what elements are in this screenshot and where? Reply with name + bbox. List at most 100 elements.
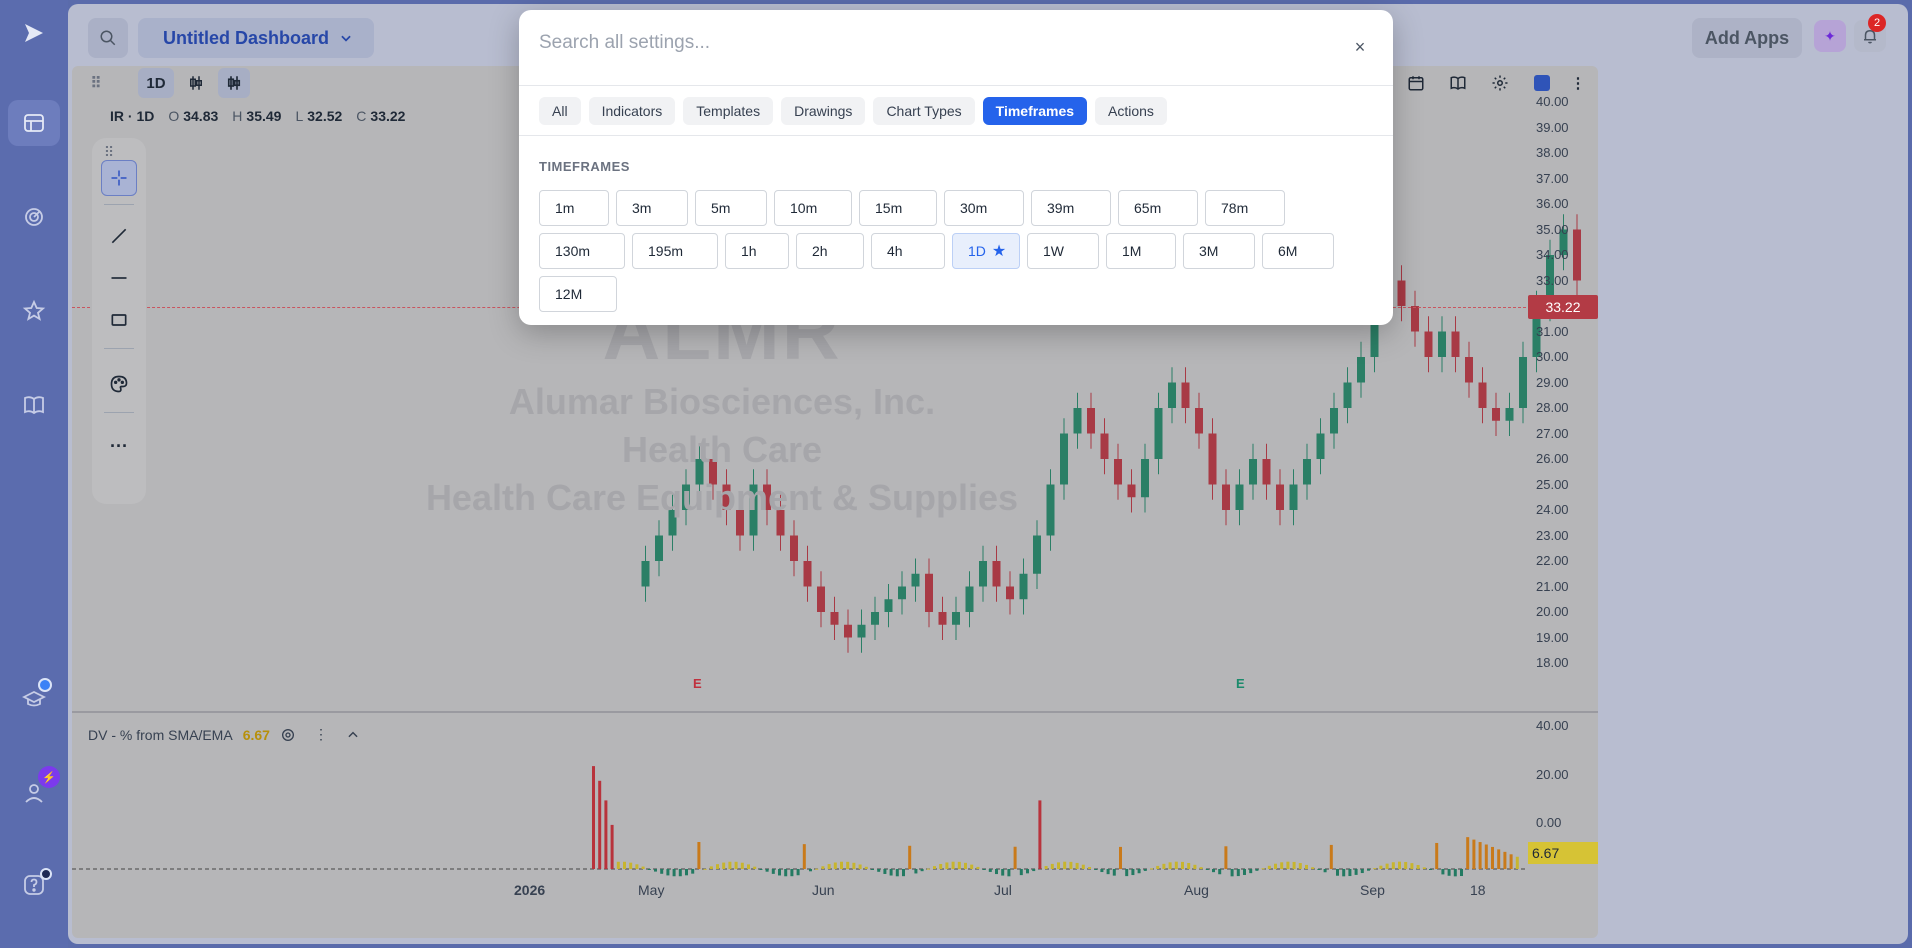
chevron-up-icon[interactable] bbox=[346, 728, 360, 742]
timeframe-button-10m[interactable]: 10m bbox=[774, 190, 852, 226]
price-tick: 25.00 bbox=[1536, 476, 1569, 492]
dashboard-app: Untitled Dashboard Add Apps ✦ 2 ⠿ 1D bbox=[68, 4, 1908, 944]
tab-chart-types[interactable]: Chart Types bbox=[873, 97, 975, 125]
timeframe-label: 1M bbox=[1122, 243, 1142, 259]
timeframe-button-1W[interactable]: 1W bbox=[1027, 233, 1099, 269]
timeframe-button-195m[interactable]: 195m bbox=[632, 233, 718, 269]
indicator-bar bbox=[1193, 864, 1197, 869]
price-axis[interactable]: 40.00 39.00 38.00 37.00 36.00 35.00 34.00 33.00… bbox=[1526, 94, 1598, 674]
more-vertical-icon[interactable]: ⋮ bbox=[1570, 75, 1586, 92]
timeframe-button-3m[interactable]: 3m bbox=[616, 190, 688, 226]
indicator-axis[interactable]: 40.00 20.00 0.00 bbox=[1526, 714, 1598, 874]
more-tools-icon[interactable]: ··· bbox=[110, 435, 128, 456]
timeframe-button-15m[interactable]: 15m bbox=[859, 190, 937, 226]
indicator-settings-icon[interactable] bbox=[280, 727, 296, 743]
tab-indicators[interactable]: Indicators bbox=[588, 97, 676, 125]
timeframe-button-6M[interactable]: 6M bbox=[1262, 233, 1334, 269]
candle-body bbox=[1168, 382, 1176, 408]
palette-tool[interactable] bbox=[101, 366, 137, 402]
chart-canvas[interactable] bbox=[72, 66, 1598, 938]
horizontal-line-tool[interactable] bbox=[101, 260, 137, 296]
settings-search-input[interactable] bbox=[539, 30, 1319, 56]
earnings-marker[interactable]: E bbox=[1236, 676, 1245, 691]
indicator-tick: 0.00 bbox=[1536, 815, 1562, 830]
search-button[interactable] bbox=[88, 18, 128, 58]
trend-line-tool[interactable] bbox=[101, 218, 137, 254]
timeframe-button-2h[interactable]: 2h bbox=[796, 233, 864, 269]
pane-divider[interactable] bbox=[72, 711, 1598, 713]
crosshair-tool[interactable] bbox=[101, 160, 137, 196]
tab-timeframes[interactable]: Timeframes bbox=[982, 97, 1088, 125]
dashboard-title-dropdown[interactable]: Untitled Dashboard bbox=[138, 18, 374, 58]
tab-all[interactable]: All bbox=[539, 97, 581, 125]
timeframe-button-130m[interactable]: 130m bbox=[539, 233, 625, 269]
tab-drawings[interactable]: Drawings bbox=[781, 97, 866, 125]
dashboard-nav-icon[interactable] bbox=[8, 100, 60, 146]
timeframe-button-1D[interactable]: 1D ★ bbox=[952, 233, 1020, 269]
timeframe-button-4h[interactable]: 4h bbox=[871, 233, 945, 269]
timeframe-button-1h[interactable]: 1h bbox=[725, 233, 789, 269]
indicator-bar bbox=[678, 869, 682, 877]
candle-body bbox=[1046, 484, 1055, 536]
close-icon[interactable]: × bbox=[1354, 36, 1366, 57]
price-tick: 23.00 bbox=[1536, 527, 1569, 543]
indicator-bar bbox=[623, 861, 626, 869]
indicator-bar bbox=[654, 869, 657, 872]
tab-actions[interactable]: Actions bbox=[1095, 97, 1167, 125]
favorite-star-icon[interactable]: ★ bbox=[991, 243, 1007, 260]
timeframe-chip[interactable]: 1D bbox=[138, 68, 174, 98]
indicator-more-icon[interactable]: ⋮ bbox=[313, 726, 328, 742]
profile-nav-icon[interactable] bbox=[8, 770, 60, 816]
tab-templates[interactable]: Templates bbox=[683, 97, 774, 125]
indicator-bar bbox=[877, 869, 881, 872]
color-swatch-icon[interactable] bbox=[1526, 68, 1558, 98]
timeframe-button-1M[interactable]: 1M bbox=[1106, 233, 1176, 269]
legend-low: 32.52 bbox=[307, 108, 343, 124]
indicator-bar bbox=[1491, 846, 1494, 869]
star-nav-icon[interactable] bbox=[8, 288, 60, 334]
calendar-icon[interactable] bbox=[1400, 68, 1432, 98]
timeframe-button-78m[interactable]: 78m bbox=[1205, 190, 1285, 226]
candle-body bbox=[803, 561, 812, 587]
left-sidebar: ⚡ bbox=[0, 0, 68, 948]
indicator-bar bbox=[1106, 869, 1110, 875]
timeframe-button-39m[interactable]: 39m bbox=[1031, 190, 1111, 226]
timeframe-button-3M[interactable]: 3M bbox=[1183, 233, 1255, 269]
candle-body bbox=[1019, 573, 1028, 600]
help-nav-icon[interactable] bbox=[8, 862, 60, 908]
candles-icon[interactable] bbox=[180, 68, 212, 98]
trend-line-icon bbox=[111, 228, 127, 244]
rectangle-tool[interactable] bbox=[101, 302, 137, 338]
candle-body bbox=[682, 484, 690, 510]
candle-body bbox=[1087, 408, 1095, 434]
timeframe-button-12M[interactable]: 12M bbox=[539, 276, 617, 312]
indicator-bar bbox=[1199, 867, 1203, 869]
logo-icon[interactable] bbox=[8, 10, 60, 56]
drag-handle-icon[interactable]: ⠿ bbox=[103, 143, 115, 160]
chart-type-icon[interactable] bbox=[218, 68, 250, 98]
indicator-name: DV - % from SMA/EMA bbox=[88, 726, 233, 743]
timeframe-button-1m[interactable]: 1m bbox=[539, 190, 609, 226]
timeframe-button-30m[interactable]: 30m bbox=[944, 190, 1024, 226]
radar-nav-icon[interactable] bbox=[8, 194, 60, 240]
ai-sparkle-button[interactable]: ✦ bbox=[1814, 20, 1846, 52]
indicator-bar bbox=[920, 869, 924, 872]
time-axis[interactable]: 2026 May Jun Jul Aug Sep 18 bbox=[72, 874, 1526, 906]
timeframe-button-65m[interactable]: 65m bbox=[1118, 190, 1198, 226]
ohlc-legend: IR · 1D O 34.83 H 35.49 L 32.52 C 33.22 bbox=[110, 108, 406, 124]
add-apps-button[interactable]: Add Apps bbox=[1692, 18, 1802, 58]
indicator-bar bbox=[1001, 869, 1005, 876]
book-nav-icon[interactable] bbox=[8, 382, 60, 428]
drag-handle-icon[interactable]: ⠿ bbox=[90, 75, 102, 92]
learn-nav-icon[interactable] bbox=[8, 676, 60, 722]
candle-body bbox=[1546, 255, 1554, 306]
settings-gear-icon[interactable] bbox=[1484, 68, 1516, 98]
indicator-bar bbox=[604, 800, 608, 869]
search-icon bbox=[100, 30, 116, 46]
earnings-marker[interactable]: E bbox=[693, 676, 702, 691]
sparkle-icon: ✦ bbox=[1824, 27, 1836, 44]
legend-high: 35.49 bbox=[246, 108, 282, 124]
book-open-icon[interactable] bbox=[1442, 68, 1474, 98]
timeframe-button-5m[interactable]: 5m bbox=[695, 190, 767, 226]
indicator-bar bbox=[1243, 869, 1246, 875]
